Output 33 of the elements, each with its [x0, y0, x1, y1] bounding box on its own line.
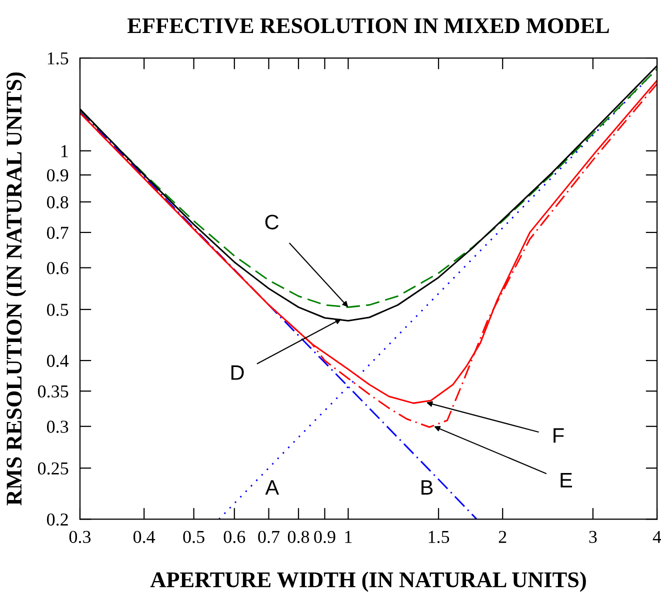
x-tick-label: 0.5: [183, 530, 204, 544]
y-axis-title: RMS RESOLUTION (IN NATURAL UNITS): [6, 72, 26, 506]
annotation: E: [560, 472, 572, 488]
y-tick-label: 0.9: [46, 169, 68, 182]
y-tick-label: 0.3: [46, 420, 68, 433]
annotation: D: [231, 365, 244, 380]
annotation: F: [554, 428, 564, 443]
x-tick-label: 0.9: [314, 530, 336, 544]
y-tick-label: 0.35: [38, 385, 68, 398]
y-tick-label: 1: [61, 145, 68, 158]
x-tick-label: 1.5: [428, 530, 450, 544]
annotation: B: [422, 480, 433, 495]
x-tick-label: 0.3: [69, 530, 91, 544]
x-tick-label: 1: [345, 530, 352, 543]
annotation: C: [265, 214, 279, 230]
annotation: A: [265, 480, 280, 495]
x-tick-label: 3: [589, 530, 597, 543]
x-tick-label: 0.8: [288, 530, 310, 544]
y-tick-label: 1.5: [48, 52, 68, 65]
x-tick-label: 4: [652, 530, 661, 543]
y-tick-label: 0.4: [46, 354, 69, 368]
y-tick-label: 0.8: [46, 196, 68, 208]
x-tick-label: 0.6: [224, 530, 246, 544]
y-tick-label: 0.6: [46, 262, 68, 274]
x-tick-label: 0.7: [258, 530, 280, 544]
chart-title: EFFECTIVE RESOLUTION IN MIXED MODEL: [127, 18, 609, 34]
x-tick-label: 0.4: [133, 530, 156, 544]
y-tick-label: 0.7: [46, 226, 68, 239]
x-tick-label: 2: [498, 530, 506, 543]
y-tick-label: 0.5: [46, 304, 68, 316]
y-tick-label: 0.2: [46, 513, 68, 526]
x-axis-title: APERTURE WIDTH (IN NATURAL UNITS): [150, 572, 586, 592]
y-tick-label: 0.25: [38, 462, 68, 475]
